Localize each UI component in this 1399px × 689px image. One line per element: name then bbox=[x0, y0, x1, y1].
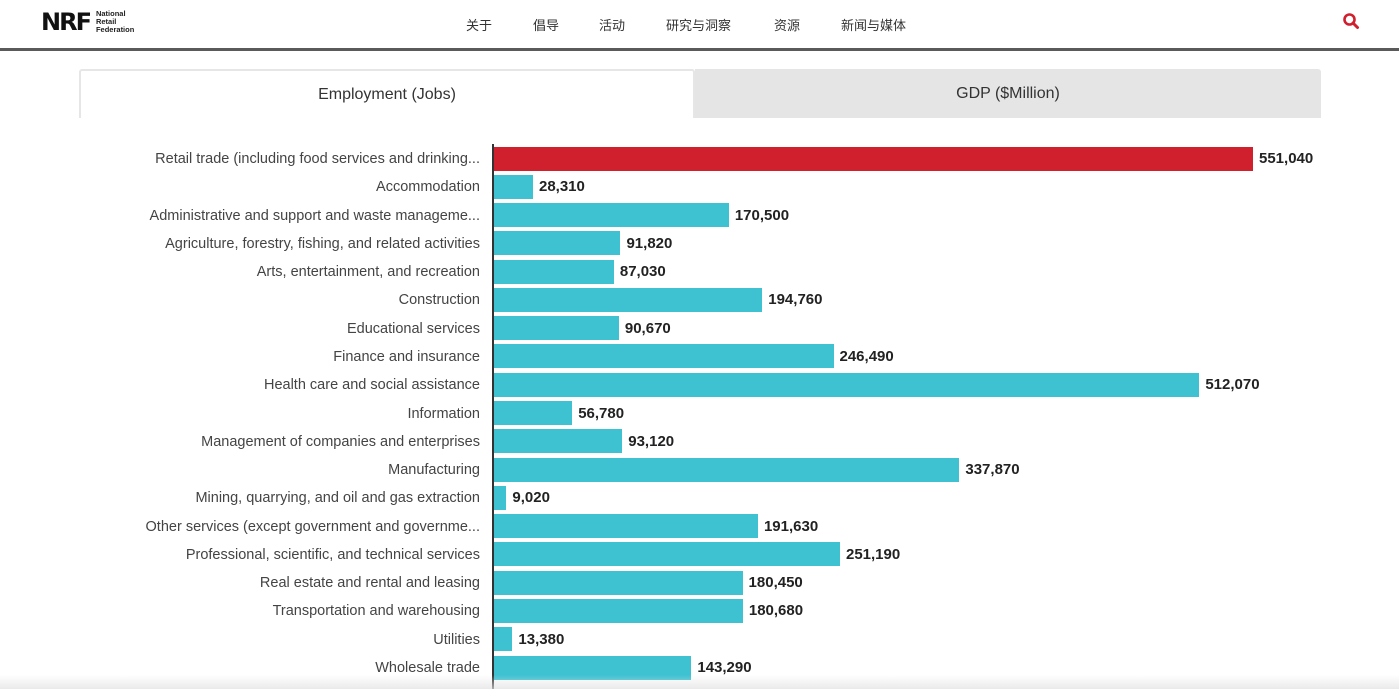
logo-subtitle: National Retail Federation bbox=[96, 10, 134, 34]
value-label: 551,040 bbox=[1259, 150, 1314, 167]
nav-item-resources[interactable]: 资源 bbox=[774, 18, 801, 33]
category-label: Finance and insurance bbox=[333, 348, 480, 365]
value-label: 246,490 bbox=[839, 347, 894, 365]
bar[interactable] bbox=[494, 259, 614, 284]
metric-tabs: Employment (Jobs) GDP ($Million) bbox=[79, 69, 1321, 118]
value-label: 194,760 bbox=[768, 291, 823, 309]
bar[interactable] bbox=[494, 542, 840, 567]
site-header: NRF National Retail Federation 关于 倡导 活动 … bbox=[0, 0, 1399, 49]
bar[interactable] bbox=[494, 287, 763, 312]
employment-bar-chart: Retail trade (including food services an… bbox=[0, 118, 1399, 689]
value-label: 180,680 bbox=[748, 602, 804, 620]
category-label: Retail trade (including food services an… bbox=[155, 151, 480, 167]
bar[interactable] bbox=[494, 485, 507, 510]
value-label: 28,310 bbox=[538, 178, 585, 196]
search-icon[interactable] bbox=[1342, 12, 1360, 30]
value-label: 251,190 bbox=[845, 545, 901, 563]
category-label: Transportation and warehousing bbox=[272, 603, 480, 620]
value-label: 143,290 bbox=[697, 659, 752, 677]
value-label: 87,030 bbox=[619, 263, 666, 281]
tab-employment[interactable]: Employment (Jobs) bbox=[79, 69, 695, 118]
bar[interactable] bbox=[494, 429, 623, 454]
nrf-logo[interactable]: NRF National Retail Federation bbox=[41, 8, 134, 36]
nav-item-advocacy[interactable]: 倡导 bbox=[533, 18, 560, 33]
category-label: Utilities bbox=[433, 631, 480, 648]
value-label: 13,380 bbox=[518, 630, 565, 648]
value-label: 337,870 bbox=[965, 461, 1020, 479]
bar[interactable] bbox=[494, 627, 513, 652]
bar[interactable] bbox=[494, 598, 743, 623]
logo-sub-line: Retail bbox=[95, 17, 117, 26]
category-label: Professional, scientific, and technical … bbox=[185, 546, 480, 563]
category-label: Accommodation bbox=[376, 179, 480, 196]
category-label: Administrative and support and waste man… bbox=[149, 207, 480, 224]
bar[interactable] bbox=[494, 457, 960, 482]
logo-sub-line: Federation bbox=[95, 25, 135, 34]
bar-highlighted[interactable] bbox=[494, 146, 1253, 171]
category-label: Management of companies and enterprises bbox=[201, 433, 480, 450]
category-label: Health care and social assistance bbox=[263, 377, 480, 394]
nav-item-news[interactable]: 新闻与媒体 bbox=[841, 18, 907, 33]
value-label: 9,020 bbox=[512, 489, 550, 507]
bar[interactable] bbox=[494, 655, 692, 680]
category-label: Information bbox=[407, 405, 480, 422]
value-label: 191,630 bbox=[763, 517, 819, 535]
nav-item-events[interactable]: 活动 bbox=[599, 18, 626, 33]
header-divider bbox=[0, 48, 1399, 51]
category-label: Wholesale trade bbox=[375, 660, 480, 677]
nav-item-research[interactable]: 研究与洞察 bbox=[666, 18, 732, 33]
category-label: Arts, entertainment, and recreation bbox=[256, 264, 480, 281]
nav-item-about[interactable]: 关于 bbox=[466, 18, 493, 33]
bar[interactable] bbox=[494, 514, 758, 539]
bar[interactable] bbox=[494, 344, 834, 369]
value-label: 93,120 bbox=[628, 432, 675, 450]
value-label: 512,070 bbox=[1205, 376, 1260, 394]
bar[interactable] bbox=[494, 203, 729, 228]
category-label: Mining, quarrying, and oil and gas extra… bbox=[195, 490, 480, 507]
category-label: Educational services bbox=[347, 320, 480, 337]
value-label: 180,450 bbox=[748, 574, 803, 592]
logo-sub-line: National bbox=[95, 9, 126, 18]
bar[interactable] bbox=[494, 231, 621, 256]
category-label: Agriculture, forestry, fishing, and rela… bbox=[165, 235, 480, 252]
value-label: 170,500 bbox=[734, 206, 790, 224]
y-axis-line bbox=[492, 144, 494, 689]
bar[interactable] bbox=[494, 401, 573, 426]
bar[interactable] bbox=[494, 174, 533, 199]
category-label: Real estate and rental and leasing bbox=[259, 575, 480, 592]
category-label: Manufacturing bbox=[388, 462, 480, 479]
value-label: 91,820 bbox=[626, 234, 673, 252]
value-label: 56,780 bbox=[578, 404, 625, 422]
category-label: Construction bbox=[398, 292, 480, 309]
bar[interactable] bbox=[494, 372, 1200, 397]
tab-gdp[interactable]: GDP ($Million) bbox=[695, 69, 1321, 118]
main-nav: 关于 倡导 活动 研究与洞察 资源 新闻与媒体 bbox=[0, 15, 1399, 35]
bar[interactable] bbox=[494, 316, 619, 341]
logo-mark: NRF bbox=[41, 8, 92, 36]
value-label: 90,670 bbox=[624, 319, 671, 337]
bar[interactable] bbox=[494, 570, 743, 595]
category-label: Other services (except government and go… bbox=[145, 518, 480, 535]
